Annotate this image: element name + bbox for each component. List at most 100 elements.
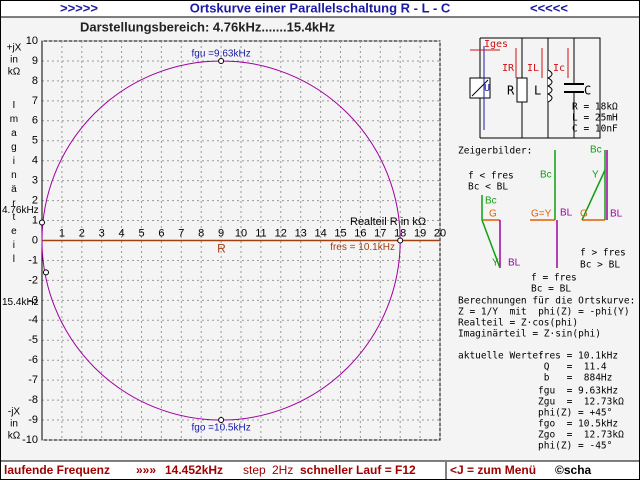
- x-tick-label: 15: [334, 227, 346, 239]
- y-axis-label: +jX: [7, 43, 22, 54]
- y-tick-label: -4: [28, 314, 38, 326]
- cond: f = fres: [531, 273, 577, 284]
- u: U: [484, 83, 490, 94]
- lbl: BL: [610, 209, 623, 220]
- lbl: Y: [592, 170, 599, 181]
- y-tick-label: 1: [32, 214, 38, 226]
- lbl: G: [489, 209, 497, 220]
- cond: Bc < BL: [468, 182, 508, 193]
- marker-label: 15.4kHz: [2, 297, 39, 308]
- marker: [218, 57, 225, 64]
- current-value: fres = 10.1kHz: [538, 351, 618, 362]
- source-arrow: [471, 79, 489, 97]
- l: L: [534, 84, 541, 98]
- lbl: BL: [560, 208, 573, 219]
- status-label: laufende Frequenz: [4, 463, 110, 477]
- x-tick-label: 6: [158, 227, 164, 239]
- r: R: [507, 84, 515, 98]
- y-tick-label: 3: [32, 175, 38, 187]
- x-tick-label: 12: [275, 227, 287, 239]
- current-value: phi(Z) = -45°: [538, 441, 612, 452]
- y-axis-label: in: [10, 419, 18, 430]
- y-tick-label: -6: [28, 354, 38, 366]
- x-tick-label: 17: [374, 227, 386, 239]
- arrows: »»»: [136, 463, 156, 477]
- current-values: fres = 10.1kHz Q = 11.4 b = 884Hz fgu = 9…: [538, 351, 624, 452]
- c: C: [584, 84, 591, 98]
- value: C = 10nF: [572, 124, 618, 135]
- current-value: Zgu = 12.73kΩ: [538, 397, 624, 408]
- calc: Realteil = Z·cos(phi): [458, 318, 578, 329]
- x-tick-label: 9: [218, 227, 224, 239]
- frequency: 14.452kHz: [165, 463, 223, 477]
- lbl: G: [580, 209, 588, 220]
- step-label: step: [243, 463, 266, 477]
- lbl: Bc: [590, 145, 602, 156]
- y-axis-label: kΩ: [8, 431, 21, 442]
- cond: f > fres: [580, 248, 626, 259]
- marker: [397, 237, 404, 244]
- cond: Bc > BL: [580, 260, 620, 271]
- y-tick-label: 7: [32, 95, 38, 107]
- x-tick-label: 16: [354, 227, 366, 239]
- x-tick-label: 5: [138, 227, 144, 239]
- circuit: [469, 37, 601, 139]
- value: R = 18kΩ: [572, 102, 618, 113]
- lbl: G=Y: [531, 209, 552, 220]
- x-tick-label: 19: [414, 227, 426, 239]
- marker: [218, 417, 225, 424]
- step: 2Hz: [272, 463, 293, 477]
- header-left: >>>>>: [60, 0, 98, 15]
- y-tick-label: 5: [32, 135, 38, 147]
- x-tick-label: 4: [119, 227, 125, 239]
- current-value: fgu = 9.63kHz: [538, 386, 618, 397]
- header-right: <<<<<: [530, 0, 568, 15]
- current-label: aktuelle Werte:: [458, 351, 544, 362]
- current-value: b = 884Hz: [538, 373, 612, 384]
- x-tick-label: 2: [79, 227, 85, 239]
- y-tick-label: 4: [32, 155, 38, 167]
- inductor: [546, 69, 553, 103]
- current-value: Zgo = 12.73kΩ: [538, 430, 624, 441]
- marker-label: fres = 10.1kHz: [330, 242, 395, 253]
- y-tick-label: -1: [28, 254, 38, 266]
- plot: 1 2 3 4 5 6 7 8 9 10 11 12 13 14 15 16 17 18 19 20-10-9-8-7…: [2, 35, 446, 446]
- iges: Iges: [484, 39, 508, 50]
- y-axis-label: in: [10, 55, 18, 66]
- y-tick-label: 9: [32, 55, 38, 67]
- x-tick-label: 1: [59, 227, 65, 239]
- marker-label: 4.76kHz: [2, 205, 39, 216]
- cond: f < fres: [468, 171, 514, 182]
- y-tick-label: -9: [28, 414, 38, 426]
- y-tick-label: -7: [28, 374, 38, 386]
- current-value: Q = 11.4: [538, 362, 607, 373]
- x-tick-label: 13: [295, 227, 307, 239]
- x-tick-label: 11: [255, 227, 266, 239]
- lbl: Bc: [485, 196, 497, 207]
- phasors: [481, 150, 608, 269]
- x-tick-label: 8: [198, 227, 204, 239]
- lbl: BL: [508, 258, 521, 269]
- menu[interactable]: <J = zum Menü: [450, 463, 536, 477]
- status-bar: [1, 461, 639, 479]
- calc: Berechnungen für die Ortskurve:: [458, 296, 635, 307]
- y-tick-label: -8: [28, 394, 38, 406]
- range-label: Darstellungsbereich: 4.76kHz.......15.4k…: [80, 19, 336, 34]
- y-tick-label: 6: [32, 115, 38, 127]
- calc: Imaginärteil = Z·sin(phi): [458, 329, 601, 340]
- y: [581, 169, 606, 221]
- fast[interactable]: schneller Lauf = F12: [300, 463, 416, 477]
- y-axis-label: Imaginärteil: [8, 100, 19, 268]
- lbl: Y: [492, 258, 499, 269]
- x-tick-label: 3: [99, 227, 105, 239]
- cond: Bc = BL: [531, 284, 571, 295]
- y-tick-label: -2: [28, 274, 38, 286]
- y-tick-label: 2: [32, 195, 38, 207]
- marker: [42, 269, 49, 276]
- il: IL: [527, 63, 539, 74]
- current-value: phi(Z) = +45°: [538, 408, 612, 419]
- ic: Ic: [553, 63, 565, 74]
- r-label: R: [217, 242, 226, 256]
